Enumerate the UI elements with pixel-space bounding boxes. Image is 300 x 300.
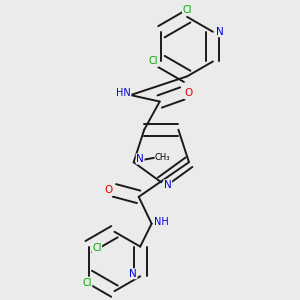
Text: O: O (184, 88, 192, 98)
Text: N: N (216, 27, 224, 37)
Text: Cl: Cl (182, 5, 192, 15)
Text: N: N (136, 154, 144, 164)
Text: Cl: Cl (148, 56, 158, 67)
Text: N: N (129, 269, 137, 279)
Text: HN: HN (116, 88, 131, 98)
Text: O: O (104, 185, 113, 195)
Text: Cl: Cl (82, 278, 92, 288)
Text: CH₃: CH₃ (155, 153, 170, 162)
Text: Cl: Cl (92, 243, 101, 253)
Text: N: N (164, 180, 172, 190)
Text: NH: NH (154, 217, 169, 227)
